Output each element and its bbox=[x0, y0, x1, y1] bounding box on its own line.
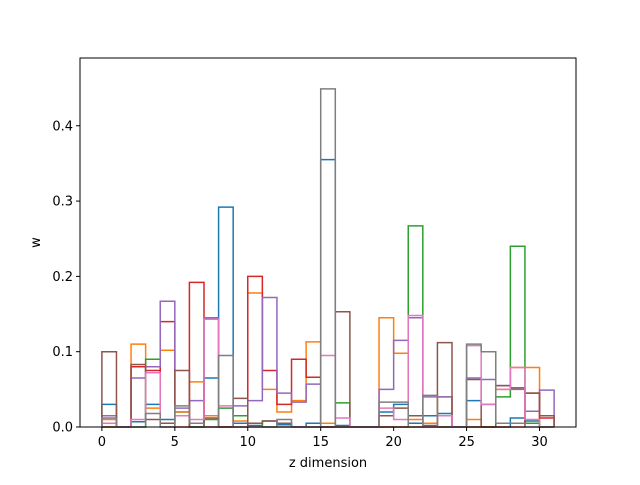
x-tick-label: 25 bbox=[458, 435, 475, 450]
series-step-5 bbox=[101, 296, 555, 428]
x-axis-ticks: 0 5 10 15 20 25 30 bbox=[98, 427, 548, 450]
x-axis-label: z dimension bbox=[289, 456, 367, 471]
axes-frame bbox=[79, 57, 577, 428]
x-tick-label: 30 bbox=[531, 435, 548, 450]
y-tick-label: 0.3 bbox=[52, 195, 73, 210]
y-axis-label: w bbox=[29, 237, 44, 248]
y-tick-label: 0.1 bbox=[52, 345, 73, 360]
x-tick-label: 15 bbox=[312, 435, 329, 450]
x-tick-label: 20 bbox=[385, 435, 402, 450]
x-tick-label: 5 bbox=[171, 435, 179, 450]
x-tick-label: 0 bbox=[98, 435, 106, 450]
y-tick-label: 0.0 bbox=[52, 421, 73, 436]
series-step-2 bbox=[101, 292, 555, 428]
x-tick-label: 10 bbox=[239, 435, 256, 450]
y-tick-label: 0.2 bbox=[52, 270, 73, 285]
y-axis-ticks: 0.0 0.1 0.2 0.3 0.4 bbox=[52, 119, 80, 436]
y-tick-label: 0.4 bbox=[52, 119, 73, 134]
